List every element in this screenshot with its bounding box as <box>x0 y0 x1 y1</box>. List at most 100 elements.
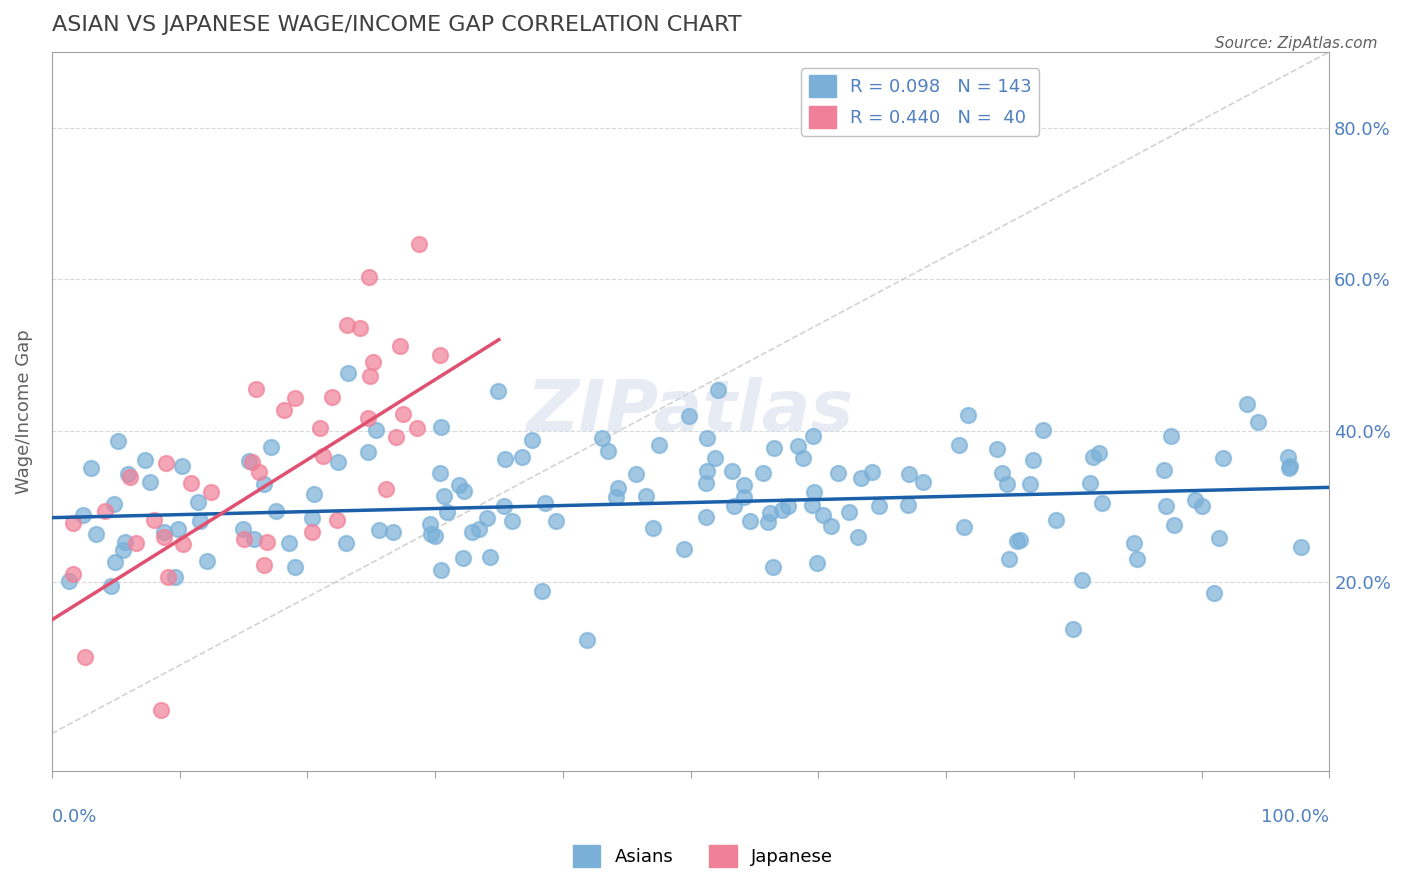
Point <box>72 508 94 522</box>
Point <box>1062 622 1084 636</box>
Point <box>591 431 613 445</box>
Point <box>357 269 380 284</box>
Point <box>1202 586 1225 600</box>
Point <box>953 520 976 534</box>
Point <box>636 489 658 503</box>
Point <box>957 409 980 423</box>
Point <box>273 402 295 417</box>
Legend: R = 0.098   N = 143, R = 0.440   N =  40: R = 0.098 N = 143, R = 0.440 N = 40 <box>801 68 1039 136</box>
Point <box>648 438 671 452</box>
Point <box>624 467 647 482</box>
Point <box>801 498 824 512</box>
Point <box>695 509 717 524</box>
Point <box>149 702 172 716</box>
Point <box>231 522 253 536</box>
Point <box>420 527 443 541</box>
Point <box>991 466 1014 480</box>
Point <box>301 511 323 525</box>
Point <box>803 484 825 499</box>
Point <box>696 431 718 445</box>
Point <box>139 475 162 489</box>
Point <box>1277 450 1299 465</box>
Point <box>256 535 278 549</box>
Text: Source: ZipAtlas.com: Source: ZipAtlas.com <box>1215 36 1378 51</box>
Point <box>531 584 554 599</box>
Point <box>1212 450 1234 465</box>
Point <box>1163 518 1185 533</box>
Point <box>986 442 1008 456</box>
Point <box>232 533 254 547</box>
Point <box>838 505 860 519</box>
Point <box>1160 429 1182 443</box>
Point <box>253 558 276 573</box>
Point <box>806 556 828 570</box>
Point <box>134 453 156 467</box>
Point <box>1005 533 1028 548</box>
Point <box>787 439 810 453</box>
Point <box>761 559 783 574</box>
Point <box>477 511 499 525</box>
Text: ASIAN VS JAPANESE WAGE/INCOME GAP CORRELATION CHART: ASIAN VS JAPANESE WAGE/INCOME GAP CORREL… <box>52 15 741 35</box>
Text: 100.0%: 100.0% <box>1261 808 1329 826</box>
Point <box>1078 475 1101 490</box>
Point <box>120 469 142 483</box>
Point <box>998 551 1021 566</box>
Point <box>301 525 323 540</box>
Point <box>995 477 1018 491</box>
Point <box>641 521 664 535</box>
Point <box>811 508 834 523</box>
Point <box>200 484 222 499</box>
Text: ZIPatlas: ZIPatlas <box>527 377 855 446</box>
Point <box>1081 450 1104 465</box>
Point <box>389 339 412 353</box>
Point <box>1022 453 1045 467</box>
Point <box>107 434 129 449</box>
Point <box>467 522 489 536</box>
Point <box>723 499 745 513</box>
Point <box>284 559 307 574</box>
Point <box>733 478 755 492</box>
Point <box>385 430 408 444</box>
Point <box>94 503 117 517</box>
Point <box>751 466 773 480</box>
Point <box>336 318 359 332</box>
Point <box>242 532 264 546</box>
Point <box>375 483 398 497</box>
Point <box>62 516 84 531</box>
Point <box>1289 540 1312 554</box>
Point <box>155 456 177 470</box>
Point <box>430 420 453 434</box>
Point <box>79 461 101 475</box>
Point <box>1247 415 1270 429</box>
Point <box>312 449 335 463</box>
Point <box>392 407 415 421</box>
Point <box>321 390 343 404</box>
Point <box>165 570 187 584</box>
Point <box>733 490 755 504</box>
Point <box>253 476 276 491</box>
Y-axis label: Wage/Income Gap: Wage/Income Gap <box>15 329 32 494</box>
Point <box>264 504 287 518</box>
Point <box>911 475 934 490</box>
Legend: Asians, Japanese: Asians, Japanese <box>565 838 841 874</box>
Point <box>247 465 270 479</box>
Point <box>447 477 470 491</box>
Point <box>1278 460 1301 475</box>
Point <box>429 348 451 362</box>
Point <box>461 524 484 539</box>
Point <box>534 496 557 510</box>
Point <box>62 566 84 581</box>
Point <box>576 633 599 648</box>
Point <box>166 522 188 536</box>
Point <box>1070 573 1092 587</box>
Point <box>381 525 404 540</box>
Point <box>801 428 824 442</box>
Point <box>408 237 430 252</box>
Point <box>606 482 628 496</box>
Point <box>195 554 218 568</box>
Point <box>143 513 166 527</box>
Point <box>419 517 441 532</box>
Point <box>75 650 97 665</box>
Point <box>948 438 970 452</box>
Point <box>240 455 263 469</box>
